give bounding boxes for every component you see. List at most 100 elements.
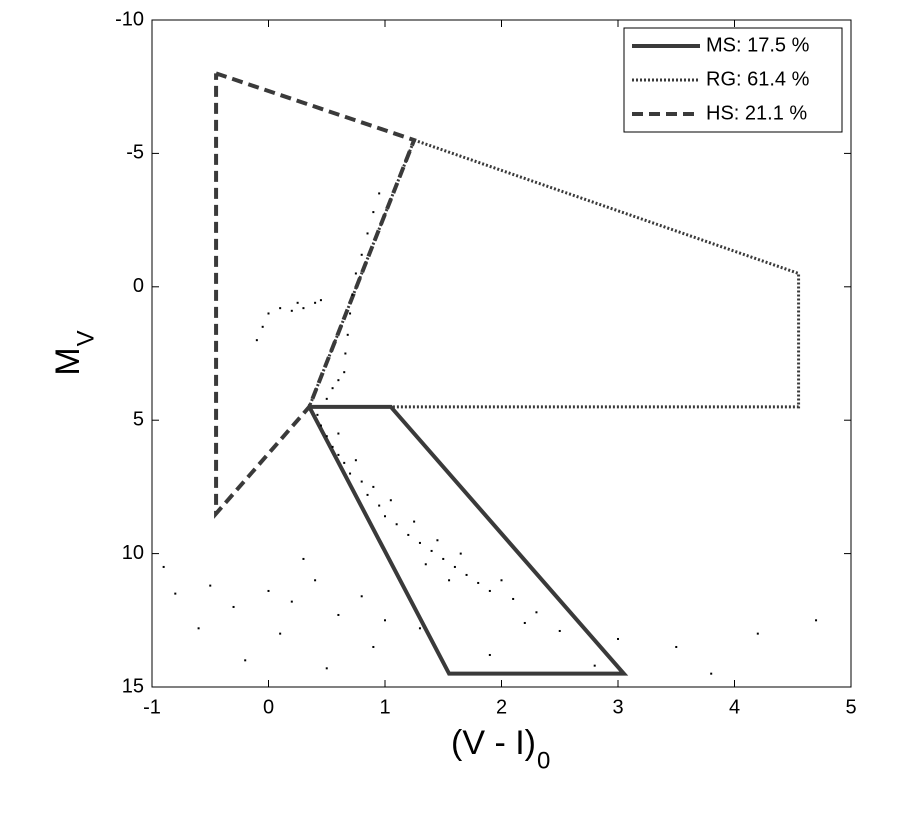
y-tick-label: -10	[115, 8, 144, 30]
star-point	[424, 563, 427, 566]
star-point	[267, 589, 270, 592]
star-point	[325, 435, 328, 438]
star-point	[197, 627, 200, 630]
star-point	[351, 293, 354, 296]
star-point	[349, 472, 352, 475]
star-point	[453, 565, 456, 568]
star-point	[378, 192, 381, 195]
x-axis-label: (V - I)	[451, 724, 536, 762]
star-point	[290, 600, 293, 603]
star-point	[436, 539, 439, 542]
star-point	[465, 573, 468, 576]
x-tick-label: 3	[612, 696, 623, 718]
star-point	[209, 584, 212, 587]
star-point	[617, 637, 619, 640]
star-point	[360, 480, 363, 483]
star-point	[337, 453, 340, 456]
star-point	[279, 632, 282, 635]
y-tick-label: 5	[133, 408, 144, 430]
star-point	[389, 499, 392, 502]
y-tick-label: 0	[133, 275, 144, 297]
star-point	[162, 565, 165, 568]
star-point	[395, 523, 398, 526]
star-point	[325, 397, 328, 400]
star-point	[675, 645, 678, 648]
star-point	[316, 413, 319, 416]
star-point	[372, 645, 375, 648]
star-point	[407, 533, 410, 536]
x-tick-label: 5	[845, 696, 856, 718]
star-point	[343, 371, 346, 374]
legend-label: HS: 21.1 %	[706, 102, 807, 124]
star-point	[593, 664, 596, 667]
star-point	[290, 309, 293, 312]
star-point	[477, 581, 480, 584]
y-axis-label-group: MV	[49, 330, 99, 375]
y-axis-label: M	[49, 347, 87, 375]
legend-label: RG: 61.4 %	[706, 68, 810, 90]
star-point	[337, 613, 340, 616]
y-tick-label: -5	[126, 142, 144, 164]
star-point	[448, 579, 451, 582]
star-point	[430, 549, 433, 552]
star-point	[346, 333, 349, 336]
star-point	[535, 611, 538, 614]
star-point	[360, 595, 363, 598]
x-tick-label: 4	[729, 696, 740, 718]
star-point	[331, 387, 334, 390]
y-tick-label: 10	[122, 542, 144, 564]
star-point	[512, 597, 515, 600]
star-point	[523, 621, 526, 624]
star-point	[232, 605, 235, 608]
x-tick-label: 2	[496, 696, 507, 718]
star-point	[331, 445, 334, 448]
star-point	[319, 299, 322, 302]
y-tick-label: 15	[122, 675, 144, 697]
star-point	[488, 589, 491, 592]
star-point	[343, 461, 346, 464]
star-point	[279, 307, 282, 310]
star-point	[558, 629, 561, 632]
star-point	[319, 424, 322, 427]
star-point	[337, 432, 340, 435]
star-point	[413, 520, 416, 523]
star-point	[366, 232, 369, 235]
legend-label: MS: 17.5 %	[706, 34, 810, 56]
star-point	[418, 541, 421, 544]
x-tick-label: 0	[263, 696, 274, 718]
star-point	[815, 619, 818, 622]
star-point	[360, 253, 363, 256]
star-point	[296, 301, 299, 304]
star-point	[174, 592, 177, 595]
star-point	[337, 379, 340, 382]
star-point	[756, 632, 759, 635]
star-point	[344, 352, 347, 355]
star-point	[255, 339, 258, 342]
star-point	[384, 619, 386, 622]
star-point	[349, 312, 352, 315]
star-point	[488, 653, 491, 656]
star-point	[244, 659, 247, 662]
y-axis-label-subscript: V	[72, 330, 99, 346]
star-point	[384, 515, 386, 518]
star-point	[302, 307, 305, 310]
x-tick-label: 1	[379, 696, 390, 718]
region-outline	[307, 404, 629, 676]
star-point	[314, 579, 317, 582]
star-point	[372, 485, 375, 488]
star-point	[418, 627, 421, 630]
star-point	[442, 557, 445, 560]
star-point	[302, 557, 305, 560]
star-point	[325, 667, 328, 670]
x-tick-label: -1	[143, 696, 161, 718]
star-point	[378, 504, 381, 507]
star-point	[261, 325, 264, 328]
star-point	[459, 552, 462, 555]
star-point	[710, 672, 713, 675]
star-point	[314, 301, 317, 304]
star-point	[267, 312, 270, 315]
star-point	[372, 211, 375, 214]
x-axis-label-subscript: 0	[537, 747, 550, 774]
star-point	[354, 459, 357, 462]
